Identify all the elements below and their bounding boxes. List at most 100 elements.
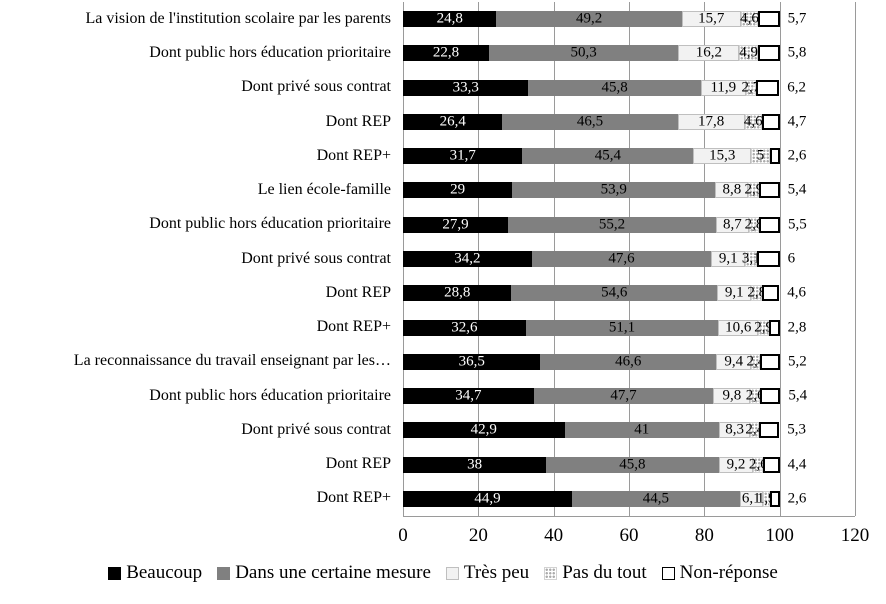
legend-swatch-icon bbox=[217, 566, 231, 580]
bar-segment bbox=[751, 285, 762, 302]
data-label: 2,9 bbox=[754, 319, 774, 336]
category-label: Dont REP+ bbox=[316, 489, 391, 507]
data-label: 46,5 bbox=[576, 113, 604, 130]
data-label: 3,1 bbox=[741, 250, 761, 267]
data-label: 15,3 bbox=[709, 147, 736, 164]
bar-row: 44,9 44,5 6,1 1,9 2,6 bbox=[403, 482, 855, 516]
data-label: 6,2 bbox=[787, 79, 807, 96]
data-label: 55,2 bbox=[598, 216, 626, 233]
data-label: 22,8 bbox=[432, 44, 460, 61]
data-label: 34,2 bbox=[454, 250, 481, 267]
data-label: 5,3 bbox=[787, 421, 807, 438]
legend-item: Très peu bbox=[445, 562, 530, 584]
bar-segment bbox=[716, 353, 752, 370]
bar-segment bbox=[753, 456, 764, 473]
bar-segment bbox=[677, 113, 745, 130]
data-label: 47,7 bbox=[610, 387, 637, 404]
data-label: 24,8 bbox=[436, 10, 463, 27]
bar-segment bbox=[403, 319, 526, 336]
data-label: 45,8 bbox=[601, 79, 628, 96]
data-label: 8,3 bbox=[725, 421, 745, 438]
data-label: 45,8 bbox=[619, 456, 646, 473]
x-axis-tick-label: 80 bbox=[694, 525, 714, 546]
data-label: 33,3 bbox=[452, 79, 479, 96]
bar-segment bbox=[759, 216, 781, 233]
legend-label: Très peu bbox=[463, 562, 530, 583]
bar-row: 29 53,9 8,8 2,9 5,4 bbox=[403, 173, 855, 207]
bar-segment bbox=[717, 285, 752, 302]
bar-segment bbox=[681, 11, 741, 28]
data-label: 41 bbox=[634, 421, 650, 438]
bar-segment bbox=[716, 216, 749, 233]
bar-segment bbox=[718, 319, 759, 336]
data-label: 4,6 bbox=[740, 10, 759, 27]
category-label: Le lien école-famille bbox=[257, 181, 391, 199]
category-label: Dont REP+ bbox=[316, 318, 391, 336]
category-label: Dont public hors éducation prioritaire bbox=[149, 215, 391, 233]
bar-segment bbox=[525, 319, 719, 336]
data-label: 2,6 bbox=[787, 490, 807, 507]
data-label: 2,8 bbox=[744, 216, 764, 233]
bar-segment bbox=[403, 216, 509, 233]
bar-segment bbox=[763, 456, 780, 473]
bar-segment bbox=[403, 388, 534, 405]
bar-row: 34,7 47,7 9,8 2,6 5,4 bbox=[403, 379, 855, 413]
data-label: 9,2 bbox=[726, 456, 746, 473]
data-label: 4,7 bbox=[787, 113, 807, 130]
bar-segment bbox=[750, 422, 760, 439]
data-label: 15,7 bbox=[698, 10, 725, 27]
bar-segment bbox=[508, 216, 716, 233]
gridline bbox=[855, 2, 856, 516]
bar-segment bbox=[403, 148, 523, 165]
bar-segment bbox=[502, 113, 678, 130]
bar-row: 42,9 41 8,3 2,4 5,3 bbox=[403, 413, 855, 447]
bar-row: 36,5 46,6 9,4 2,4 5,2 bbox=[403, 345, 855, 379]
data-label: 5,8 bbox=[787, 44, 807, 61]
bar-segment bbox=[403, 113, 503, 130]
legend: Beaucoup Dans une certaine mesure Très peu… bbox=[0, 557, 886, 589]
data-label: 9,4 bbox=[724, 353, 744, 370]
bar-segment bbox=[511, 285, 718, 302]
data-label: 5,4 bbox=[787, 181, 807, 198]
bar-segment bbox=[750, 388, 761, 405]
bar-segment bbox=[496, 11, 682, 28]
category-label: Dont REP+ bbox=[316, 146, 391, 164]
bar-segment bbox=[713, 388, 751, 405]
bar-segment bbox=[719, 422, 751, 439]
legend-item: Non-réponse bbox=[661, 562, 778, 584]
bar-segment bbox=[403, 422, 565, 439]
bar-row: 32,6 51,1 10,6 2,9 2,8 bbox=[403, 310, 855, 344]
data-label: 4,6 bbox=[743, 113, 763, 130]
x-axis-tick-label: 100 bbox=[765, 525, 794, 546]
bar-segment bbox=[761, 285, 780, 302]
bar-segment bbox=[564, 422, 719, 439]
bar-row: 24,8 49,2 15,7 4,6 5,7 bbox=[403, 2, 855, 36]
bar-row: 38 45,8 9,2 2,6 4,4 bbox=[403, 447, 855, 481]
bar-segment bbox=[745, 250, 758, 267]
legend-swatch-icon bbox=[544, 566, 558, 580]
category-label: Dont privé sous contrat bbox=[241, 78, 391, 96]
x-axis-tick-label: 40 bbox=[544, 525, 564, 546]
gridline bbox=[779, 2, 781, 516]
bar-segment bbox=[403, 456, 547, 473]
data-label: 54,6 bbox=[601, 284, 628, 301]
data-label: 5 bbox=[756, 147, 765, 164]
bar-segment bbox=[403, 11, 497, 28]
bar-segment bbox=[769, 319, 780, 336]
legend-swatch-icon bbox=[108, 566, 122, 580]
x-axis-tick-label: 60 bbox=[619, 525, 639, 546]
data-label: 2,8 bbox=[787, 319, 807, 336]
bar-segment bbox=[761, 113, 780, 130]
bar-segment bbox=[403, 79, 529, 96]
data-label: 2,7 bbox=[741, 79, 761, 96]
data-label: 9,1 bbox=[724, 284, 744, 301]
data-label: 5,7 bbox=[787, 10, 807, 27]
legend-item: Dans une certaine mesure bbox=[217, 562, 431, 584]
bar-segment bbox=[540, 353, 716, 370]
data-label: 8,8 bbox=[722, 181, 742, 198]
legend-swatch-icon bbox=[445, 566, 459, 580]
data-label: 6 bbox=[787, 250, 796, 267]
bar-segment bbox=[522, 148, 694, 165]
bar-segment bbox=[403, 45, 489, 62]
data-label: 6,1 bbox=[741, 490, 761, 507]
